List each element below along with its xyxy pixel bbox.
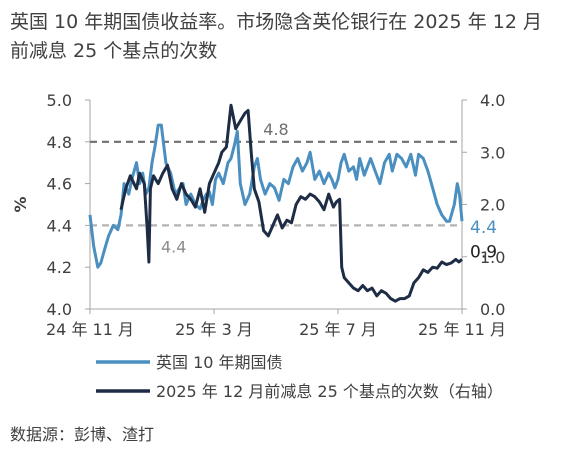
y2-tick-label: 4.0: [480, 91, 505, 110]
x-tick-label: 25 年 7 月: [299, 320, 377, 339]
y2-tick-label: 0.0: [480, 300, 505, 319]
reference-lines: 4.8 4.4: [90, 120, 462, 256]
legend-label: 英国 10 年期国债: [156, 353, 283, 372]
y-tick-label: 4.2: [47, 258, 72, 277]
y2-tick-label: 3.0: [480, 143, 505, 162]
end-label: 4.4: [470, 218, 497, 238]
y2-tick-label: 1.0: [480, 248, 505, 267]
y-tick-label: 4.6: [47, 175, 72, 194]
y-tick-label: 5.0: [47, 91, 72, 110]
x-tick-label: 25 年 11 月: [418, 320, 506, 339]
x-tick-label: 24 年 11 月: [46, 320, 134, 339]
series-lines: [88, 103, 464, 303]
x-tick-label: 25 年 3 月: [175, 320, 253, 339]
y-axis-label: %: [11, 196, 30, 212]
y-tick-label: 4.4: [47, 216, 72, 235]
legend: 英国 10 年期国债 2025 年 12 月前减息 25 个基点的次数（右轴）: [96, 353, 503, 401]
reference-label: 4.8: [263, 120, 288, 139]
source-note: 数据源：彭博、渣打: [10, 425, 155, 444]
reference-label: 4.4: [161, 237, 186, 256]
y-tick-label: 4.0: [47, 300, 72, 319]
tick-labels: 4.04.24.44.64.85.00.01.02.03.04.024 年 11…: [11, 91, 506, 339]
chart-title: 英国 10 年期国债收益率。市场隐含英伦银行在 2025 年 12 月前减息 2…: [10, 11, 542, 62]
series-line: [88, 123, 464, 269]
y-tick-label: 4.8: [47, 133, 72, 152]
legend-label: 2025 年 12 月前减息 25 个基点的次数（右轴）: [156, 382, 503, 401]
end-label: 0.9: [470, 242, 497, 262]
series-line: [119, 103, 463, 303]
y2-tick-label: 2.0: [480, 196, 505, 215]
axes: [85, 99, 467, 314]
